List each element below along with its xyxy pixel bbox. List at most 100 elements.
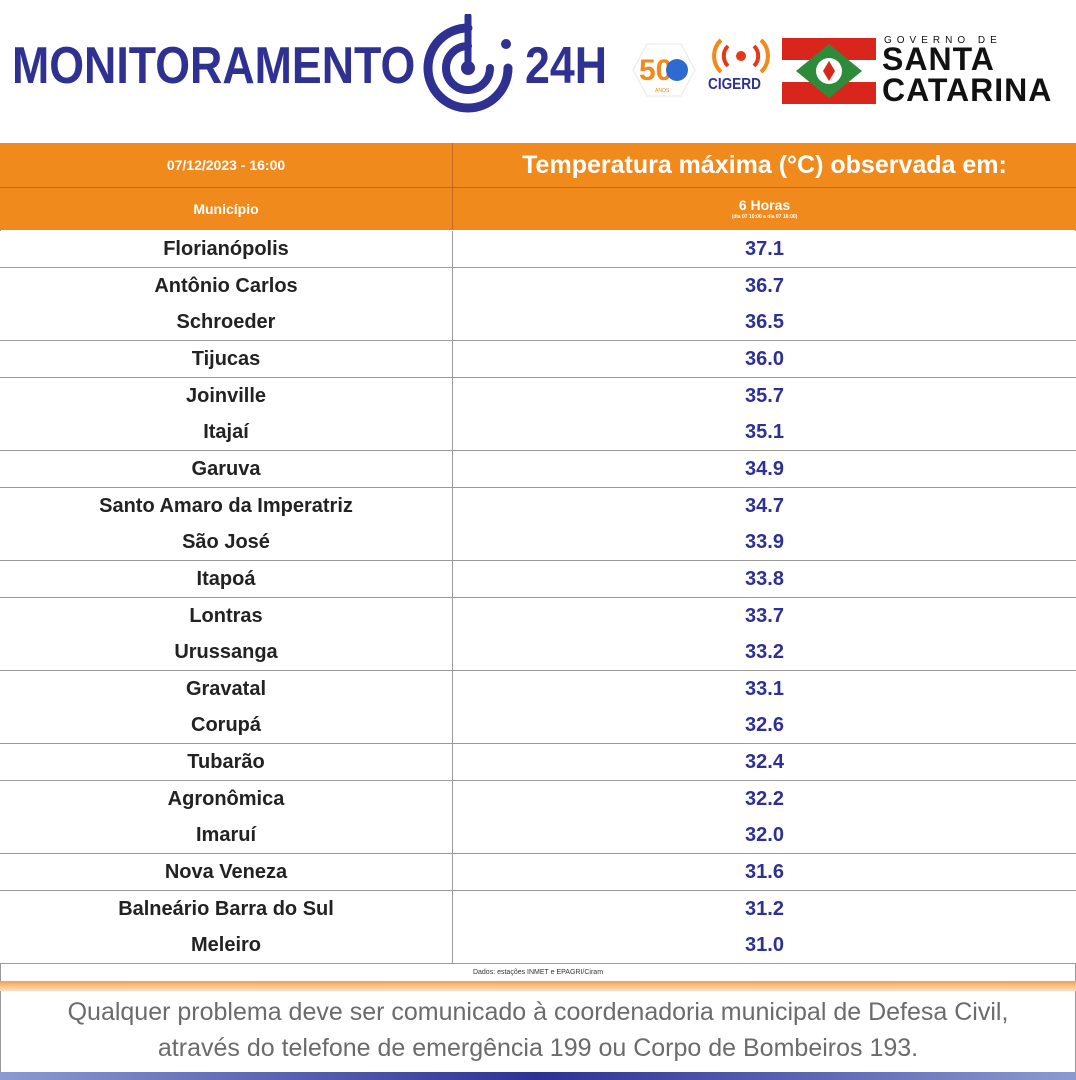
- table-row: Nova Veneza 31.6: [0, 854, 1076, 892]
- bottom-blue-band: [0, 1072, 1076, 1080]
- orange-divider: [0, 981, 1076, 991]
- column-divider: [452, 707, 453, 744]
- column-divider: [452, 780, 453, 817]
- table-row: Garuva 34.9: [0, 450, 1076, 488]
- table-row: Schroeder 36.5: [0, 304, 1076, 342]
- footer-line-1: Qualquer problema deve ser comunicado à …: [67, 998, 1009, 1026]
- data-source-note: Dados: estações INMET e EPAGRI/Ciram: [472, 969, 604, 976]
- temperature-cell: 36.0: [745, 347, 784, 370]
- temperature-cell: 32.0: [745, 824, 784, 847]
- table-title: Temperatura máxima (°C) observada em:: [522, 150, 1007, 179]
- table-header-row-1: 07/12/2023 - 16:00 Temperatura máxima (°…: [0, 143, 1076, 188]
- municipio-cell: Corupá: [191, 714, 261, 737]
- column-divider: [452, 450, 453, 487]
- municipio-cell: Tubarão: [187, 751, 265, 774]
- column-divider: [452, 560, 453, 597]
- column-divider: [452, 927, 453, 964]
- table-row: Itapoá 33.8: [0, 560, 1076, 598]
- state-name: SANTA CATARINA: [882, 41, 1053, 108]
- column-header-municipio: Município: [193, 201, 259, 217]
- column-divider: [452, 854, 453, 891]
- table-header-row-2: Município 6 Horas (dia 07 10:00 a dia 07…: [0, 188, 1076, 230]
- temperature-cell: 31.6: [745, 861, 784, 884]
- table-row: Agronômica 32.2: [0, 780, 1076, 818]
- temperature-cell: 32.6: [745, 714, 784, 737]
- table-row: Imaruí 32.0: [0, 817, 1076, 855]
- column-divider: [452, 524, 453, 561]
- table-row: Lontras 33.7: [0, 597, 1076, 635]
- government-label: GOVERNO DE: [884, 35, 1002, 46]
- table-row: Antônio Carlos 36.7: [0, 267, 1076, 305]
- municipio-cell: Tijucas: [191, 347, 261, 370]
- temperature-cell: 33.1: [745, 677, 784, 700]
- footer-notice: Qualquer problema deve ser comunicado à …: [0, 994, 1076, 1066]
- column-divider: [452, 340, 453, 377]
- temperature-cell: 36.7: [745, 274, 784, 297]
- temperature-cell: 36.5: [745, 311, 784, 334]
- period-label: 6 Horas: [738, 197, 791, 213]
- column-divider: [452, 670, 453, 707]
- brand-title: MONITORAMENTO: [12, 37, 416, 95]
- column-divider: [452, 744, 453, 781]
- santa-catarina-flag-icon: [782, 38, 876, 104]
- column-divider: [452, 414, 453, 451]
- column-divider: [452, 634, 453, 671]
- table-row: Tijucas 36.0: [0, 340, 1076, 378]
- municipio-cell: Antônio Carlos: [154, 274, 298, 297]
- municipio-cell: Gravatal: [185, 677, 267, 700]
- temperature-cell: 35.7: [745, 384, 784, 407]
- table-row: Meleiro 31.0: [0, 927, 1076, 965]
- municipio-cell: São José: [182, 531, 270, 554]
- table-row: Itajaí 35.1: [0, 414, 1076, 452]
- temperature-cell: 35.1: [745, 421, 784, 444]
- temperature-cell: 34.9: [745, 457, 784, 480]
- brand-24h: 24H: [525, 37, 608, 95]
- temperature-cell: 33.8: [745, 567, 784, 590]
- column-divider: [452, 487, 453, 524]
- header-divider: [452, 143, 453, 187]
- temperature-cell: 32.4: [745, 751, 784, 774]
- temperature-cell: 33.7: [745, 604, 784, 627]
- column-divider: [452, 304, 453, 341]
- temperature-cell: 31.0: [745, 934, 784, 957]
- table-row: Joinville 35.7: [0, 377, 1076, 415]
- column-divider: [452, 267, 453, 304]
- radar-icon: [423, 14, 513, 113]
- column-divider: [452, 597, 453, 634]
- state-name-line2: CATARINA: [882, 72, 1053, 108]
- header: MONITORAMENTO 24H 50 ANOS CIGERD GOVERNO…: [0, 0, 1076, 143]
- municipio-cell: Schroeder: [176, 311, 276, 334]
- state-name-line1: SANTA: [882, 41, 995, 77]
- municipio-cell: Santo Amaro da Imperatriz: [99, 494, 353, 517]
- temperature-cell: 34.7: [745, 494, 784, 517]
- table-row: São José 33.9: [0, 524, 1076, 562]
- municipio-cell: Balneário Barra do Sul: [118, 897, 334, 920]
- table-row: Balneário Barra do Sul 31.2: [0, 890, 1076, 928]
- municipio-cell: Meleiro: [190, 934, 262, 957]
- municipio-cell: Lontras: [189, 604, 263, 627]
- fifty-years-logo: 50 ANOS: [632, 43, 696, 97]
- table-row: Florianópolis 37.1: [0, 231, 1076, 268]
- cigerd-label: CIGERD: [708, 76, 761, 93]
- temperature-cell: 33.9: [745, 531, 784, 554]
- municipio-cell: Garuva: [191, 457, 261, 480]
- date-label: 07/12/2023 - 16:00: [166, 157, 286, 173]
- municipio-cell: Imaruí: [195, 824, 257, 847]
- cigerd-signal-icon: [712, 38, 770, 74]
- table-row: Gravatal 33.1: [0, 670, 1076, 708]
- municipio-cell: Florianópolis: [163, 238, 289, 260]
- municipio-cell: Itajaí: [203, 421, 249, 444]
- municipio-cell: Agronômica: [167, 787, 285, 810]
- column-divider: [452, 231, 453, 267]
- temperature-cell: 33.2: [745, 641, 784, 664]
- municipio-cell: Joinville: [185, 384, 267, 407]
- table-row: Corupá 32.6: [0, 707, 1076, 745]
- header-divider: [452, 188, 453, 230]
- municipio-cell: Urussanga: [174, 641, 278, 664]
- column-divider: [452, 890, 453, 927]
- temperature-cell: 32.2: [745, 787, 784, 810]
- column-divider: [452, 817, 453, 854]
- footer-line-2: através do telefone de emergência 199 ou…: [157, 1034, 919, 1062]
- fifty-sub: ANOS: [655, 88, 670, 94]
- temperature-cell: 31.2: [745, 897, 784, 920]
